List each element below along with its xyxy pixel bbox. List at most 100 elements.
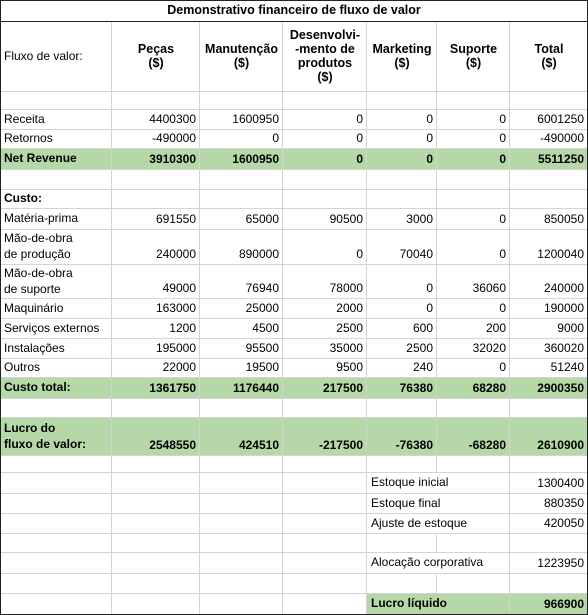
summary-value: 1300400 <box>510 473 588 494</box>
empty-cell <box>283 190 367 209</box>
empty-cell <box>510 170 588 190</box>
value-cell: -217500 <box>283 418 367 456</box>
value-cell: 78000 <box>283 265 367 299</box>
value-cell: 4500 <box>200 319 283 339</box>
value-cell: 9500 <box>283 359 367 378</box>
column-header: Manutenção ($) <box>200 22 283 92</box>
empty-cell <box>283 399 367 418</box>
empty-cell <box>0 574 112 594</box>
column-header: Suporte ($) <box>437 22 510 92</box>
value-cell: 600 <box>367 319 437 339</box>
value-cell: 49000 <box>112 265 200 299</box>
empty-cell <box>112 534 200 553</box>
value-cell: 2500 <box>367 339 437 359</box>
empty-cell <box>200 473 283 494</box>
value-cell: 850050 <box>510 209 588 230</box>
empty-cell <box>0 514 112 534</box>
empty-cell <box>112 190 200 209</box>
empty-cell <box>0 456 112 473</box>
empty-cell <box>0 553 112 574</box>
empty-cell <box>0 92 112 110</box>
value-cell: 890000 <box>200 230 283 265</box>
value-cell: 190000 <box>510 299 588 319</box>
row-label: Matéria-prima <box>0 209 112 230</box>
column-header: Peças ($) <box>112 22 200 92</box>
value-cell: -68280 <box>437 418 510 456</box>
summary-label: Estoque inicial <box>367 473 510 494</box>
value-cell: 691550 <box>112 209 200 230</box>
empty-cell <box>283 170 367 190</box>
empty-cell <box>283 514 367 534</box>
value-cell: 0 <box>437 110 510 130</box>
empty-cell <box>437 92 510 110</box>
column-header: Total ($) <box>510 22 588 92</box>
value-cell: 0 <box>283 149 367 170</box>
row-label: Lucro do fluxo de valor: <box>0 418 112 456</box>
title: Demonstrativo financeiro de fluxo de val… <box>0 0 588 22</box>
empty-cell <box>0 170 112 190</box>
value-cell: 3910300 <box>112 149 200 170</box>
value-cell: 1176440 <box>200 378 283 399</box>
value-cell: 76380 <box>367 378 437 399</box>
value-cell: 2000 <box>283 299 367 319</box>
value-cell: 3000 <box>367 209 437 230</box>
empty-cell <box>200 534 283 553</box>
summary-label: Estoque final <box>367 494 510 514</box>
empty-cell <box>200 574 283 594</box>
value-cell: 1200 <box>112 319 200 339</box>
empty-cell <box>200 514 283 534</box>
value-cell: 195000 <box>112 339 200 359</box>
empty-cell <box>283 553 367 574</box>
value-cell: 76940 <box>200 265 283 299</box>
empty-cell <box>283 456 367 473</box>
value-cell: 0 <box>437 209 510 230</box>
value-cell: 240 <box>367 359 437 378</box>
empty-cell <box>283 92 367 110</box>
value-cell: 36060 <box>437 265 510 299</box>
empty-cell <box>437 534 510 553</box>
value-cell: 1200040 <box>510 230 588 265</box>
value-cell: 0 <box>367 110 437 130</box>
value-cell: 2548550 <box>112 418 200 456</box>
empty-cell <box>200 456 283 473</box>
empty-cell <box>283 473 367 494</box>
empty-cell <box>510 190 588 209</box>
empty-cell <box>112 594 200 615</box>
value-cell: 22000 <box>112 359 200 378</box>
empty-cell <box>437 190 510 209</box>
summary-label: Ajuste de estoque <box>367 514 510 534</box>
empty-cell <box>510 92 588 110</box>
value-cell: -76380 <box>367 418 437 456</box>
empty-cell <box>112 473 200 494</box>
empty-cell <box>200 170 283 190</box>
value-cell: 51240 <box>510 359 588 378</box>
empty-cell <box>437 399 510 418</box>
empty-cell <box>200 494 283 514</box>
value-cell: 163000 <box>112 299 200 319</box>
value-cell: -490000 <box>510 130 588 149</box>
empty-cell <box>437 574 510 594</box>
empty-cell <box>367 456 437 473</box>
empty-cell <box>0 494 112 514</box>
row-label: Mão-de-obra de produção <box>0 230 112 265</box>
value-cell: 32020 <box>437 339 510 359</box>
value-cell: 4400300 <box>112 110 200 130</box>
value-cell: 0 <box>367 265 437 299</box>
value-cell: 424510 <box>200 418 283 456</box>
summary-value: 420050 <box>510 514 588 534</box>
value-cell: 6001250 <box>510 110 588 130</box>
value-cell: 2500 <box>283 319 367 339</box>
empty-cell <box>112 170 200 190</box>
value-cell: 90500 <box>283 209 367 230</box>
value-cell: 0 <box>283 110 367 130</box>
value-cell: 0 <box>437 149 510 170</box>
value-cell: -490000 <box>112 130 200 149</box>
empty-cell <box>437 170 510 190</box>
value-cell: 217500 <box>283 378 367 399</box>
column-header: Marketing ($) <box>367 22 437 92</box>
empty-cell <box>112 456 200 473</box>
value-cell: 0 <box>367 130 437 149</box>
value-cell: 5511250 <box>510 149 588 170</box>
empty-cell <box>200 190 283 209</box>
